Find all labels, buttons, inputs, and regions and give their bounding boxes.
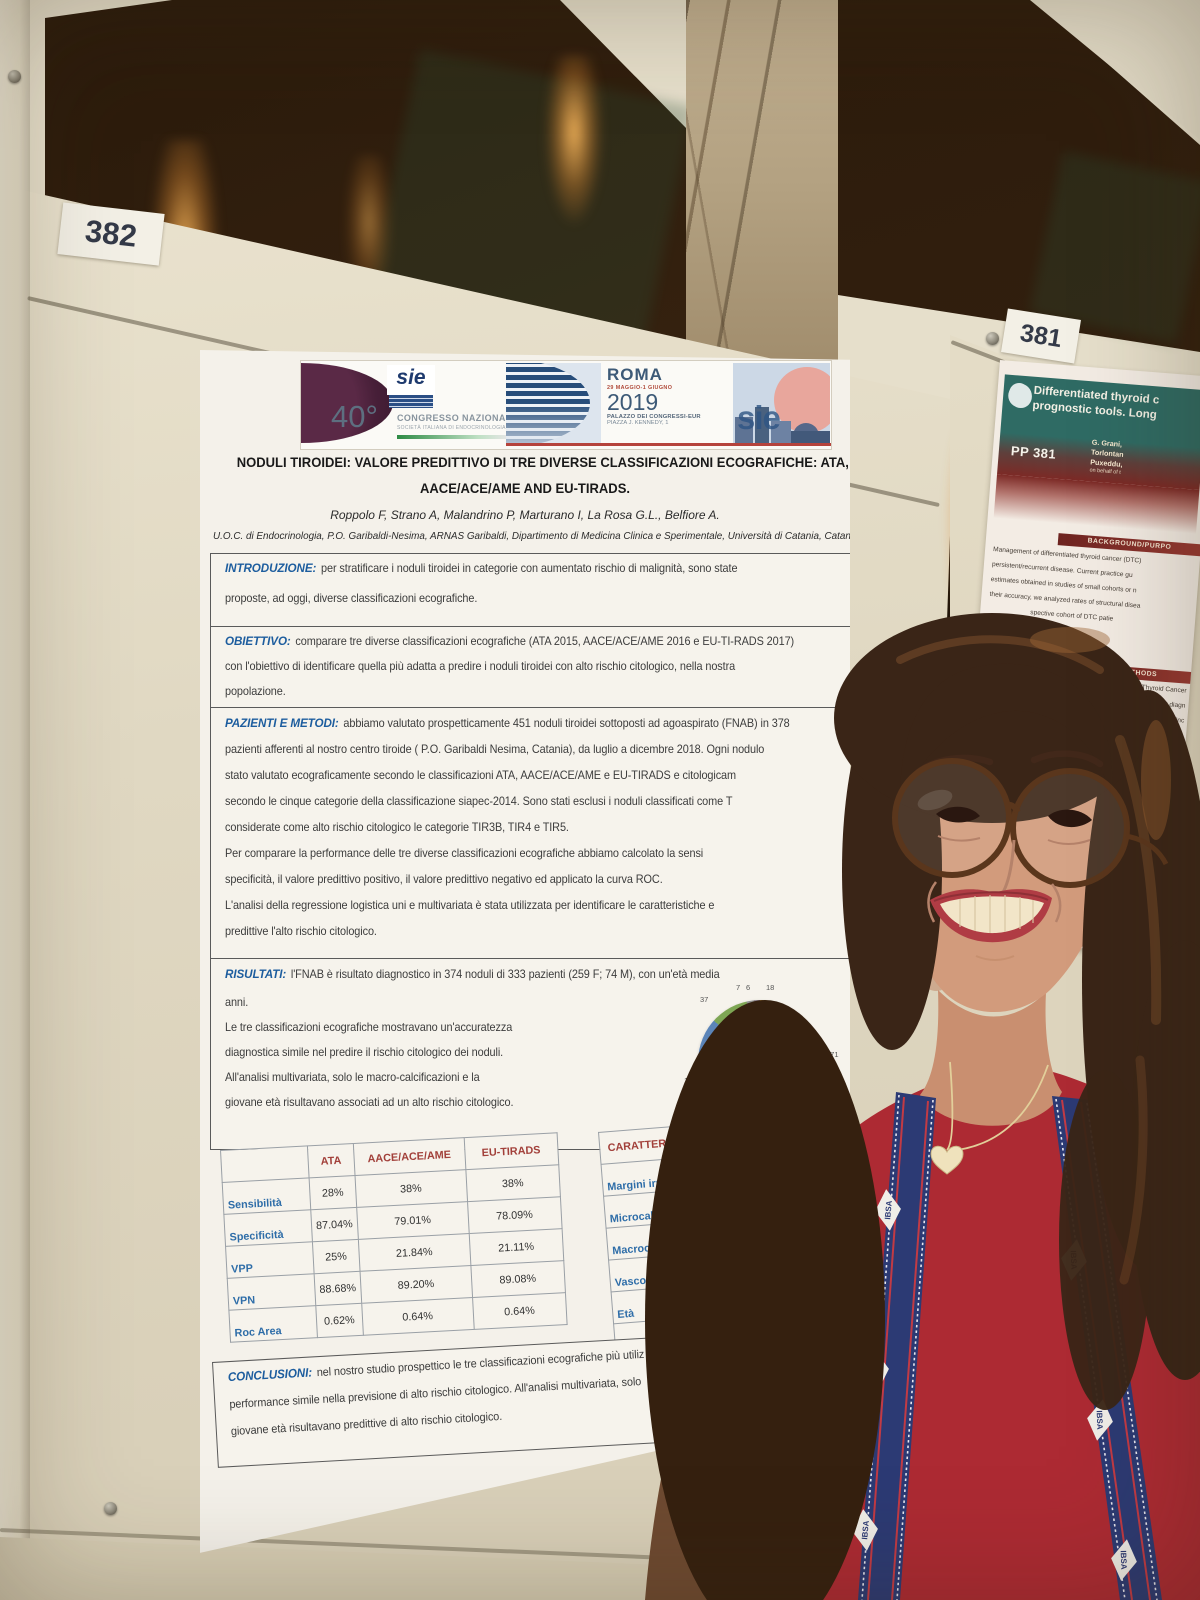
board-left-edge [0, 0, 30, 1600]
pp381-title: Differentiated thyroid c prognostic tool… [1032, 384, 1160, 422]
pie-label: 171 [826, 1050, 839, 1059]
upper-lip-line [933, 891, 1049, 902]
ibsa-logo-text: IBSA [860, 1520, 871, 1540]
congress-address: PIAZZA J. KENNEDY, 1 [607, 420, 669, 426]
hair-sheen [1030, 627, 1110, 653]
glasses [892, 758, 1169, 888]
congress-year: 2019 [607, 389, 659, 415]
screw [986, 332, 999, 345]
pie-label: 18 [766, 983, 775, 992]
poster-affiliation: U.O.C. di Endocrinologia, P.O. Garibaldi… [213, 531, 862, 542]
hair-highlights [896, 635, 1162, 1285]
section-obiettivo: OBIETTIVO: comparare tre diverse classifi… [210, 626, 850, 709]
chin-crease [975, 955, 1015, 961]
sie-logo: sie [387, 365, 435, 395]
pie-label: 37 [700, 995, 709, 1004]
banner-red-line [506, 443, 831, 446]
sie-logo-sub [389, 395, 433, 408]
poster-title-line1: NODULI TIROIDEI: VALORE PREDITTIVO DI TR… [236, 454, 849, 470]
building-silhouette [791, 431, 830, 443]
congress-venue: PALAZZO DEI CONGRESSI-EUR [607, 414, 701, 420]
pie-label: 6 [746, 983, 751, 992]
congress-name: CONGRESSO NAZIONALE [397, 413, 519, 423]
neck [920, 990, 1062, 1126]
section-heading: INTRODUZIONE: [225, 561, 317, 575]
ibsa-logo-text: IBSA [883, 1200, 894, 1220]
eye-crease [937, 835, 981, 842]
sie-watermark: sie [737, 399, 781, 436]
congress-number: 40° [331, 399, 378, 434]
congress-venue-block: ROMA 29 MAGGIO-1 GIUGNO 2019 PALAZZO DEI… [607, 365, 731, 426]
performance-table: ATA AACE/ACE/AME EU-TIRADS Sensibilità 28… [220, 1132, 567, 1343]
pp381-authors: G. Grani, Torlontan Puxeddu, on behalf o… [1089, 437, 1124, 477]
eye-left [936, 806, 980, 823]
section-introduzione: INTRODUZIONE: per stratificare i noduli t… [210, 553, 850, 628]
section-heading: PAZIENTI E METODI: [225, 716, 339, 730]
smile-crease [927, 881, 938, 923]
screw [8, 70, 21, 83]
banner-flag-motif [506, 363, 601, 443]
tricolor-stripe [397, 435, 545, 439]
teeth [940, 896, 1044, 934]
ceiling-light-glow [545, 55, 603, 225]
congress-banner: sie 40° CONGRESSO NAZIONALE SOCIETÀ ITAL… [300, 360, 832, 450]
poster-title-line2: AACE/ACE/AME AND EU-TIRADS. [419, 480, 631, 496]
building-silhouette [755, 407, 769, 443]
hair [645, 613, 1200, 1600]
section-heading: OBIETTIVO: [225, 634, 291, 648]
eyebrow-right [1030, 750, 1104, 768]
poster-authors: Roppolo F, Strano A, Malandrino P, Martu… [330, 508, 720, 522]
pie-label: 7 [736, 983, 741, 992]
necklace [930, 1061, 1049, 1175]
heart-pendant [930, 1145, 964, 1175]
pp381-header: Differentiated thyroid c prognostic tool… [997, 374, 1200, 491]
congress-dates: 29 MAGGIO-1 GIUGNO [607, 385, 673, 391]
ibsa-logo-text: IBSA [1095, 1410, 1105, 1430]
rome-skyline-graphic: sie [733, 363, 830, 443]
hair-sheen [1141, 720, 1171, 840]
eye-right [1048, 809, 1092, 828]
lens-glare [917, 789, 953, 811]
pp381-number: PP 381 [1010, 443, 1057, 462]
bangs [900, 663, 1113, 800]
woman-portrait: IBSA IBSA IBSA IBSA IBSA IBSA [645, 613, 1200, 1600]
society-name: SOCIETÀ ITALIANA DI ENDOCRINOLOGIA [397, 425, 506, 431]
congress-city: ROMA [607, 365, 663, 384]
section-pazienti-metodi: PAZIENTI E METODI: abbiamo valutato prosp… [210, 707, 850, 960]
building-silhouette [771, 421, 791, 443]
smile-crease [1050, 883, 1062, 923]
screw [104, 1502, 117, 1515]
flag-fade [506, 403, 601, 443]
section-heading: CONCLUSIONI: [227, 1365, 313, 1385]
building-silhouette [735, 417, 753, 443]
pp381-logo-mark [1004, 380, 1036, 412]
facial-features [892, 750, 1169, 961]
section-heading: RISULTATI: [225, 967, 287, 981]
teeth-lines [959, 895, 1034, 933]
ibsa-logo-text: IBSA [1119, 1550, 1129, 1570]
eye-crease [1047, 839, 1091, 845]
